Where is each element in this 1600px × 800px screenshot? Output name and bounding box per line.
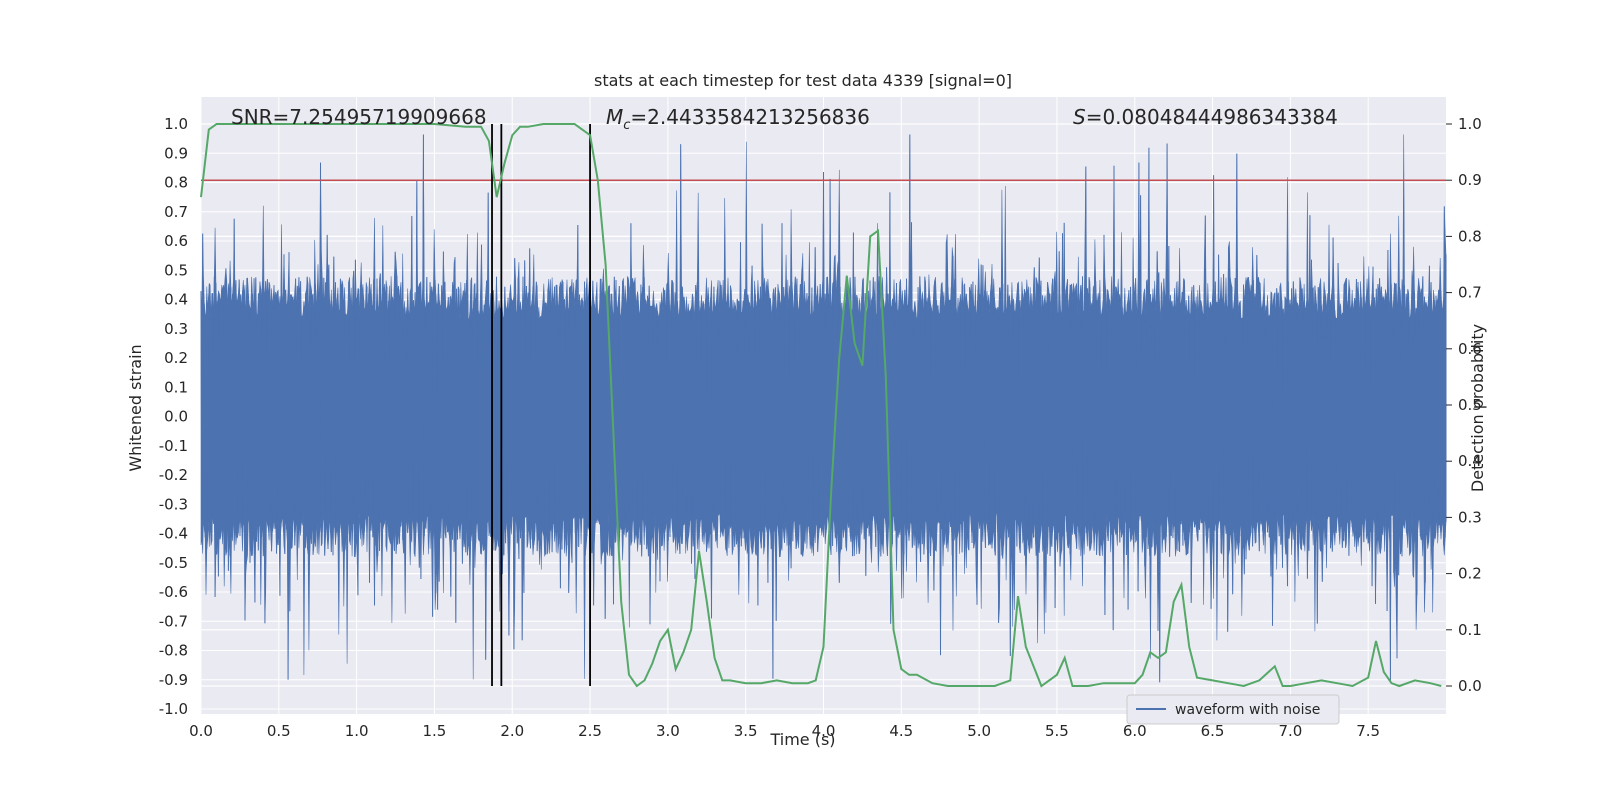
chirp-mass-symbol: M	[606, 105, 623, 129]
x-tick-label: 2.0	[500, 722, 524, 740]
legend: waveform with noise	[1126, 694, 1340, 725]
x-tick-label: 5.0	[967, 722, 991, 740]
y-tick-label-left: 0.2	[164, 349, 188, 367]
x-tick-label: 2.5	[578, 722, 602, 740]
y-tick-label-right: 0.9	[1458, 171, 1482, 189]
vertical-markers	[491, 124, 591, 686]
y-tick-label-left: -0.4	[159, 525, 188, 543]
y-tick-label-right: 0.2	[1458, 565, 1482, 583]
s-annotation: S=0.08048444986343384	[1073, 105, 1338, 129]
y-tick-label-left: -1.0	[159, 700, 188, 718]
x-tick-label: 3.5	[734, 722, 758, 740]
y-axis-label-left: Whitened strain	[126, 344, 145, 471]
y-tick-label-left: 0.0	[164, 408, 188, 426]
y-tick-label-right: 0.7	[1458, 284, 1482, 302]
x-tick-label: 0.5	[267, 722, 291, 740]
x-tick-label: 4.5	[889, 722, 913, 740]
y-tick-label-left: 0.1	[164, 378, 188, 396]
snr-annotation: SNR=7.25495719909668	[231, 105, 487, 129]
y-tick-label-right: 0.8	[1458, 227, 1482, 245]
y-tick-label-left: 1.0	[164, 115, 188, 133]
y-tick-label-left: 0.4	[164, 291, 188, 309]
legend-box	[1126, 694, 1340, 725]
axes: 0.0 0.5 1.0 1.5 2.0 2.5 3.0 3.5 4.0 4.5 5.0 5.5 6.0 6…	[159, 115, 1482, 740]
y-tick-label-right: 0.0	[1458, 677, 1482, 695]
y-tick-label-left: 0.6	[164, 232, 188, 250]
y-tick-label-left: -0.6	[159, 583, 188, 601]
y-tick-label-right: 0.5	[1458, 396, 1482, 414]
x-tick-label: 7.5	[1356, 722, 1380, 740]
y-tick-label-left: -0.3	[159, 495, 188, 513]
legend-label: waveform with noise	[1175, 702, 1320, 718]
x-tick-label: 1.5	[423, 722, 447, 740]
chirp-mass-value: =2.4433584213256836	[630, 105, 869, 129]
y-tick-label-left: 0.9	[164, 144, 188, 162]
y-tick-label-right: 0.3	[1458, 508, 1482, 526]
chirp-mass-subscript: c	[623, 118, 630, 133]
y-tick-label-right: 0.4	[1458, 452, 1482, 470]
y-tick-label-left: 0.3	[164, 320, 188, 338]
y-tick-label-left: -0.7	[159, 612, 188, 630]
probability-line	[200, 123, 1442, 688]
y-axis-label-right: Detection probability	[1468, 324, 1487, 492]
y-tick-label-left: 0.5	[164, 261, 188, 279]
x-tick-label: 7.0	[1278, 722, 1302, 740]
s-symbol: S	[1073, 105, 1086, 129]
x-tick-label: 1.0	[345, 722, 369, 740]
y-tick-label-right: 1.0	[1458, 115, 1482, 133]
probability-series	[200, 123, 1442, 688]
strain-line	[200, 134, 1447, 683]
x-tick-label: 5.5	[1045, 722, 1069, 740]
y-tick-label-left: 0.7	[164, 203, 188, 221]
x-tick-label: 6.0	[1123, 722, 1147, 740]
y-tick-label-left: -0.2	[159, 466, 188, 484]
chart-title: stats at each timestep for test data 433…	[594, 71, 1012, 90]
y-tick-label-left: -0.9	[159, 671, 188, 689]
y-tick-label-left: -0.8	[159, 642, 188, 660]
x-tick-label: 4.0	[812, 722, 836, 740]
chirp-mass-annotation: Mc=2.4433584213256836	[606, 105, 870, 133]
y-tick-label-left: 0.8	[164, 174, 188, 192]
y-tick-label-right: 0.1	[1458, 621, 1482, 639]
x-tick-label: 0.0	[189, 722, 213, 740]
x-axis-label: Time (s)	[769, 730, 835, 749]
y-tick-label-left: -0.1	[159, 437, 188, 455]
x-tick-label: 6.5	[1201, 722, 1225, 740]
y-tick-label-left: -0.5	[159, 554, 188, 572]
strain-series	[200, 134, 1447, 683]
y-tick-label-right: 0.6	[1458, 340, 1482, 358]
s-value: =0.08048444986343384	[1086, 105, 1338, 129]
x-tick-label: 3.0	[656, 722, 680, 740]
